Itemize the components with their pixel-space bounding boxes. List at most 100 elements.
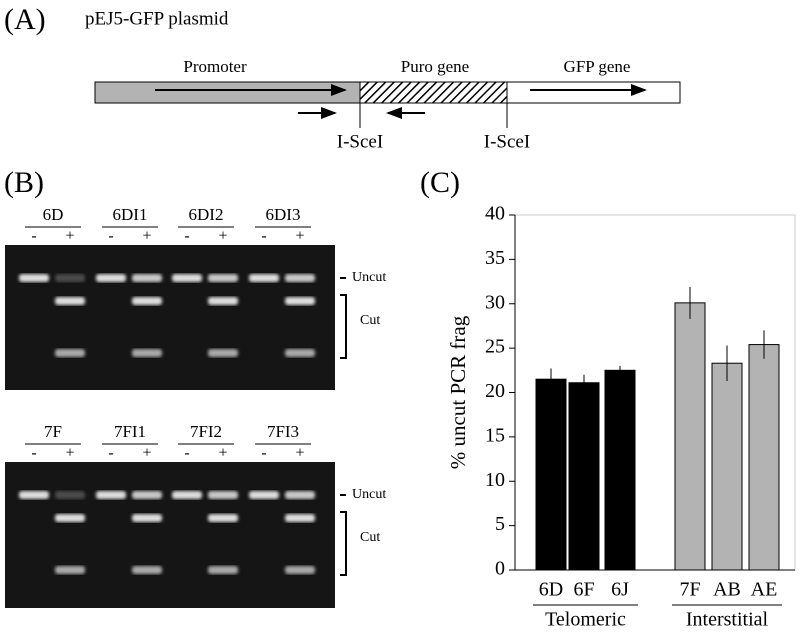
band xyxy=(208,349,238,357)
x-tick-label: 6D xyxy=(539,579,563,601)
band xyxy=(132,514,162,522)
band xyxy=(285,514,315,522)
cut-bracket xyxy=(340,511,347,576)
x-tick-label: AE xyxy=(751,579,778,601)
band xyxy=(285,349,315,357)
group-label: Telomeric xyxy=(545,609,626,631)
band xyxy=(208,491,238,499)
cut-label: Cut xyxy=(360,530,380,545)
sample-label: 6DI3 xyxy=(266,205,301,224)
band xyxy=(55,297,85,305)
x-tick-label: 6F xyxy=(573,579,594,601)
band xyxy=(96,274,126,282)
sample-label: 7FI1 xyxy=(114,422,146,441)
sample-label: 7FI3 xyxy=(267,422,299,441)
band xyxy=(208,274,238,282)
segment-label: GFP gene xyxy=(564,57,631,76)
sample-label: 6D xyxy=(43,205,64,224)
band xyxy=(285,491,315,499)
lane-label: + xyxy=(65,228,74,245)
lane-label: - xyxy=(108,445,113,462)
band xyxy=(55,349,85,357)
band xyxy=(249,491,279,499)
band xyxy=(172,274,202,282)
panel-label: (A) xyxy=(4,3,46,36)
band xyxy=(132,491,162,499)
y-tick-label: 20 xyxy=(485,380,505,402)
band xyxy=(208,514,238,522)
y-tick-label: 15 xyxy=(485,424,505,446)
lane-label: - xyxy=(261,445,266,462)
segment-label: Puro gene xyxy=(401,57,469,76)
plasmid-title: pEJ5-GFP plasmid xyxy=(85,8,229,29)
lane-label: - xyxy=(184,445,189,462)
band xyxy=(19,274,49,282)
panel-label: (C) xyxy=(420,166,460,199)
band xyxy=(96,491,126,499)
y-tick-label: 0 xyxy=(495,558,505,580)
y-axis-label: % uncut PCR frag xyxy=(446,315,470,469)
sample-label: 7FI2 xyxy=(190,422,222,441)
x-tick-label: 6J xyxy=(611,579,629,601)
y-tick-label: 30 xyxy=(485,291,505,313)
gel xyxy=(5,245,335,390)
band xyxy=(132,297,162,305)
lane-label: - xyxy=(31,445,36,462)
band xyxy=(55,491,85,499)
lane-label: + xyxy=(218,445,227,462)
cut-label: Cut xyxy=(360,313,380,328)
x-tick-label: 7F xyxy=(679,579,700,601)
lane-label: + xyxy=(218,228,227,245)
bar xyxy=(568,382,600,571)
y-tick-label: 5 xyxy=(495,513,505,535)
puro-box xyxy=(359,81,508,104)
y-tick-label: 35 xyxy=(485,247,505,269)
group-label: Interstitial xyxy=(686,609,769,631)
uncut-label: Uncut xyxy=(352,270,386,285)
panel-label: (B) xyxy=(4,166,44,199)
y-tick-label: 25 xyxy=(485,336,505,358)
band xyxy=(208,566,238,574)
band xyxy=(172,491,202,499)
band xyxy=(132,274,162,282)
band xyxy=(55,274,85,282)
band xyxy=(285,566,315,574)
band xyxy=(208,297,238,305)
lane-label: + xyxy=(295,228,304,245)
sample-label: 7F xyxy=(44,422,62,441)
lane-label: + xyxy=(295,445,304,462)
y-tick-label: 40 xyxy=(485,203,505,225)
lane-label: + xyxy=(65,445,74,462)
sample-label: 6DI1 xyxy=(113,205,148,224)
band xyxy=(55,566,85,574)
site-label: I-SceI xyxy=(337,131,383,152)
band xyxy=(55,514,85,522)
promoter-box xyxy=(94,81,361,104)
band xyxy=(19,491,49,499)
lane-label: + xyxy=(142,228,151,245)
lane-label: - xyxy=(31,228,36,245)
lane-label: - xyxy=(261,228,266,245)
band xyxy=(132,566,162,574)
bar xyxy=(711,362,743,571)
lane-label: + xyxy=(142,445,151,462)
lane-label: - xyxy=(108,228,113,245)
gfp-box xyxy=(506,81,681,104)
band xyxy=(285,297,315,305)
x-tick-label: AB xyxy=(713,579,741,601)
bar xyxy=(604,369,636,571)
band xyxy=(285,274,315,282)
sample-label: 6DI2 xyxy=(189,205,224,224)
uncut-label: Uncut xyxy=(352,487,386,502)
bar xyxy=(535,378,567,571)
bar xyxy=(748,344,780,571)
segment-label: Promoter xyxy=(183,57,247,76)
cut-bracket xyxy=(340,294,347,359)
lane-label: - xyxy=(184,228,189,245)
band xyxy=(132,349,162,357)
gel xyxy=(5,462,335,608)
bar xyxy=(674,302,706,571)
band xyxy=(249,274,279,282)
y-tick-label: 10 xyxy=(485,469,505,491)
